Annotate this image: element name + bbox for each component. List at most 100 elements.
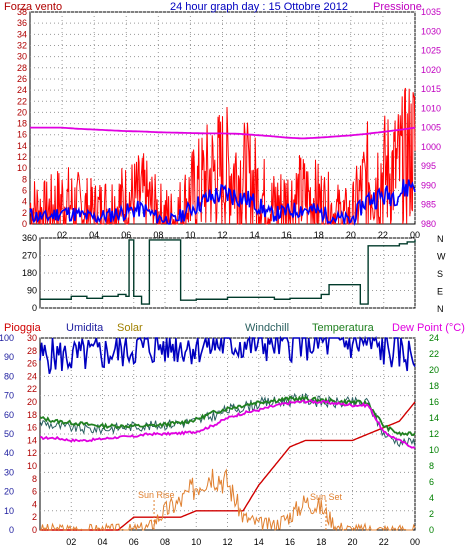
rain-y-tick: 0 (32, 525, 37, 535)
temperature-y-tick: 10 (429, 445, 439, 455)
direction-y-tick: 270 (22, 251, 37, 261)
x-tick-bottom: 00 (410, 537, 420, 547)
humidity-y-tick: 50 (4, 429, 14, 439)
series-line-windchill (39, 392, 416, 448)
temperature-y-tick: 2 (429, 509, 434, 519)
temperature-y-tick: 22 (429, 349, 439, 359)
rain-y-tick: 14 (27, 435, 37, 445)
x-tick-top: 18 (314, 230, 324, 240)
rain-y-tick: 2 (32, 512, 37, 522)
direction-y-tick: 90 (27, 286, 37, 296)
humidity-y-tick: 70 (4, 391, 14, 401)
temperature-label: Temperatura (312, 322, 375, 334)
rain-y-tick: 20 (27, 397, 37, 407)
compass-label: E (437, 287, 443, 297)
compass-label: N (437, 234, 444, 244)
rain-y-tick: 8 (32, 474, 37, 484)
temperature-y-tick: 12 (429, 429, 439, 439)
temperature-y-tick: 6 (429, 477, 434, 487)
compass-label: W (437, 252, 446, 262)
solar-label: Solar (117, 322, 143, 334)
rain-y-tick: 6 (32, 487, 37, 497)
rain-y-tick: 4 (32, 499, 37, 509)
humidity-label: Umidita (66, 322, 104, 334)
rain-y-tick: 22 (27, 384, 37, 394)
series-line-pressure (30, 126, 416, 140)
humidity-y-tick: 20 (4, 487, 14, 497)
x-tick-top: 16 (282, 230, 292, 240)
series-line-wind-speed (29, 87, 416, 226)
windchill-label: Windchill (245, 322, 289, 334)
temperature-y-tick: 16 (429, 397, 439, 407)
pressure-y-tick: 1030 (421, 26, 441, 36)
wind-y-tick: 28 (17, 63, 27, 73)
wind-y-tick: 36 (17, 18, 27, 28)
compass-label: N (437, 304, 444, 314)
x-tick-top: 12 (217, 230, 227, 240)
x-tick-top: 02 (57, 230, 67, 240)
series-line-wind-average (29, 179, 416, 227)
dew-point-label: Dew Point (°C) (392, 322, 465, 334)
series-line-rain (40, 401, 416, 531)
x-tick-bottom: 02 (66, 537, 76, 547)
pressure-y-tick: 1000 (421, 142, 441, 152)
x-tick-bottom: 18 (316, 537, 326, 547)
wind-y-tick: 8 (22, 174, 27, 184)
wind-y-tick: 18 (17, 119, 27, 129)
pressure-y-tick: 985 (421, 200, 436, 210)
x-tick-top: 04 (89, 230, 99, 240)
x-tick-bottom: 16 (285, 537, 295, 547)
rain-y-tick: 30 (27, 333, 37, 343)
humidity-y-tick: 30 (4, 467, 14, 477)
sun-set-label: Sun Set (310, 492, 343, 502)
pressure-y-tick: 1025 (421, 46, 441, 56)
series-line-temperature (39, 395, 416, 437)
wind-y-tick: 4 (22, 197, 27, 207)
humidity-y-tick: 0 (9, 525, 14, 535)
x-tick-bottom: 12 (222, 537, 232, 547)
rain-y-tick: 18 (27, 410, 37, 420)
wind-y-tick: 20 (17, 107, 27, 117)
wind-speed-label: Forza vento (4, 1, 62, 13)
wind-y-tick: 22 (17, 96, 27, 106)
wind-y-tick: 12 (17, 152, 27, 162)
temperature-y-tick: 0 (429, 525, 434, 535)
sun-rise-label: Sun Rise (138, 490, 175, 500)
compass-label: S (437, 269, 443, 279)
rain-label: Pioggia (4, 322, 42, 334)
wind-y-tick: 16 (17, 130, 27, 140)
wind-y-tick: 38 (17, 7, 27, 17)
temperature-y-tick: 14 (429, 413, 439, 423)
pressure-label: Pressione (373, 1, 422, 13)
direction-y-tick: 360 (22, 233, 37, 243)
series-line-dew-point (39, 398, 416, 450)
temperature-y-tick: 20 (429, 365, 439, 375)
series-line-wind-direction (40, 239, 416, 305)
rain-y-tick: 16 (27, 423, 37, 433)
humidity-y-tick: 10 (4, 506, 14, 516)
x-tick-bottom: 14 (254, 537, 264, 547)
pressure-y-tick: 1015 (421, 84, 441, 94)
wind-y-tick: 32 (17, 40, 27, 50)
rain-y-tick: 28 (27, 346, 37, 356)
pressure-y-tick: 1035 (421, 7, 441, 17)
humidity-y-tick: 60 (4, 410, 14, 420)
pressure-y-tick: 1020 (421, 65, 441, 75)
wind-y-tick: 26 (17, 74, 27, 84)
pressure-y-tick: 990 (421, 180, 436, 190)
pressure-y-tick: 980 (421, 219, 436, 229)
humidity-y-tick: 90 (4, 352, 14, 362)
direction-y-tick: 180 (22, 268, 37, 278)
rain-y-tick: 24 (27, 371, 37, 381)
pressure-y-tick: 1005 (421, 123, 441, 133)
temperature-y-tick: 18 (429, 381, 439, 391)
x-tick-top: 14 (250, 230, 260, 240)
humidity-y-tick: 40 (4, 448, 14, 458)
x-tick-bottom: 22 (379, 537, 389, 547)
x-tick-top: 10 (185, 230, 195, 240)
chart-title: 24 hour graph day : 15 Ottobre 2012 (170, 1, 348, 13)
temperature-y-tick: 4 (429, 493, 434, 503)
wind-y-tick: 30 (17, 52, 27, 62)
x-tick-bottom: 10 (191, 537, 201, 547)
